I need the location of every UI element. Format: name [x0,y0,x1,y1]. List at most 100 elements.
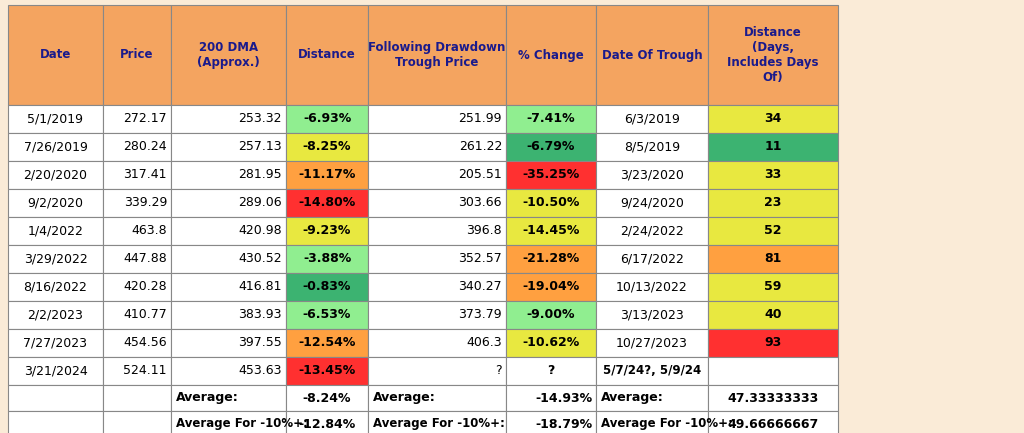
Bar [708,5,838,105]
Bar [171,301,286,329]
Text: 8/16/2022: 8/16/2022 [24,281,87,294]
Text: ?: ? [547,365,555,378]
Text: -14.93%: -14.93% [535,391,592,404]
Text: 257.13: 257.13 [239,140,282,154]
Bar [103,189,171,217]
Bar [708,385,838,411]
Text: 416.81: 416.81 [239,281,282,294]
Text: -8.24%: -8.24% [303,391,351,404]
Text: 10/13/2022: 10/13/2022 [616,281,688,294]
Text: 289.06: 289.06 [239,197,282,210]
Bar [368,411,506,433]
Bar [596,411,708,433]
Text: 6/17/2022: 6/17/2022 [621,252,684,265]
Text: 33: 33 [764,168,781,181]
Bar [368,5,506,105]
Text: 373.79: 373.79 [459,308,502,321]
Bar [506,189,596,217]
Bar [368,329,506,357]
Bar [368,189,506,217]
Bar [596,385,708,411]
Text: -7.41%: -7.41% [526,113,575,126]
Bar [286,5,368,105]
Text: 3/13/2023: 3/13/2023 [621,308,684,321]
Bar [286,329,368,357]
Text: 339.29: 339.29 [124,197,167,210]
Text: Average:: Average: [601,391,664,404]
Bar [596,329,708,357]
Bar [171,411,286,433]
Bar [8,411,103,433]
Bar [368,105,506,133]
Bar [171,245,286,273]
Bar [506,273,596,301]
Text: -11.17%: -11.17% [298,168,355,181]
Text: 6/3/2019: 6/3/2019 [624,113,680,126]
Text: Average:: Average: [373,391,436,404]
Text: 10/27/2023: 10/27/2023 [616,336,688,349]
Bar [8,161,103,189]
Text: -14.45%: -14.45% [522,224,580,237]
Text: 406.3: 406.3 [466,336,502,349]
Bar [506,357,596,385]
Bar [708,301,838,329]
Bar [708,245,838,273]
Text: Average For -10%+:: Average For -10%+: [176,417,308,430]
Text: 447.88: 447.88 [123,252,167,265]
Bar [708,217,838,245]
Bar [596,105,708,133]
Text: Distance
(Days,
Includes Days
Of): Distance (Days, Includes Days Of) [727,26,819,84]
Bar [171,161,286,189]
Text: Average For -10%+:: Average For -10%+: [601,417,733,430]
Bar [171,357,286,385]
Text: 40: 40 [764,308,781,321]
Bar [506,411,596,433]
Bar [8,189,103,217]
Bar [103,133,171,161]
Text: 317.41: 317.41 [124,168,167,181]
Bar [596,161,708,189]
Text: 3/29/2022: 3/29/2022 [24,252,87,265]
Bar [506,161,596,189]
Text: -9.00%: -9.00% [526,308,575,321]
Bar [286,301,368,329]
Bar [596,5,708,105]
Bar [286,385,368,411]
Text: 253.32: 253.32 [239,113,282,126]
Text: ?: ? [496,365,502,378]
Text: -35.25%: -35.25% [522,168,580,181]
Bar [286,161,368,189]
Text: 340.27: 340.27 [459,281,502,294]
Bar [596,301,708,329]
Text: -21.28%: -21.28% [522,252,580,265]
Bar [103,357,171,385]
Text: 352.57: 352.57 [459,252,502,265]
Bar [596,189,708,217]
Text: 272.17: 272.17 [123,113,167,126]
Bar [8,301,103,329]
Text: 420.28: 420.28 [123,281,167,294]
Bar [171,329,286,357]
Text: Date Of Trough: Date Of Trough [602,48,702,61]
Text: 11: 11 [764,140,781,154]
Bar [506,5,596,105]
Bar [506,105,596,133]
Text: 2/24/2022: 2/24/2022 [621,224,684,237]
Bar [171,105,286,133]
Text: -13.45%: -13.45% [298,365,355,378]
Text: Average:: Average: [176,391,239,404]
Text: 1/4/2022: 1/4/2022 [28,224,83,237]
Bar [596,245,708,273]
Bar [286,133,368,161]
Bar [368,273,506,301]
Text: 303.66: 303.66 [459,197,502,210]
Text: Date: Date [40,48,72,61]
Bar [171,385,286,411]
Bar [708,133,838,161]
Bar [103,105,171,133]
Text: 2/20/2020: 2/20/2020 [24,168,87,181]
Text: 383.93: 383.93 [239,308,282,321]
Text: Following Drawdown
Trough Price: Following Drawdown Trough Price [369,41,506,69]
Text: -14.80%: -14.80% [298,197,355,210]
Bar [596,217,708,245]
